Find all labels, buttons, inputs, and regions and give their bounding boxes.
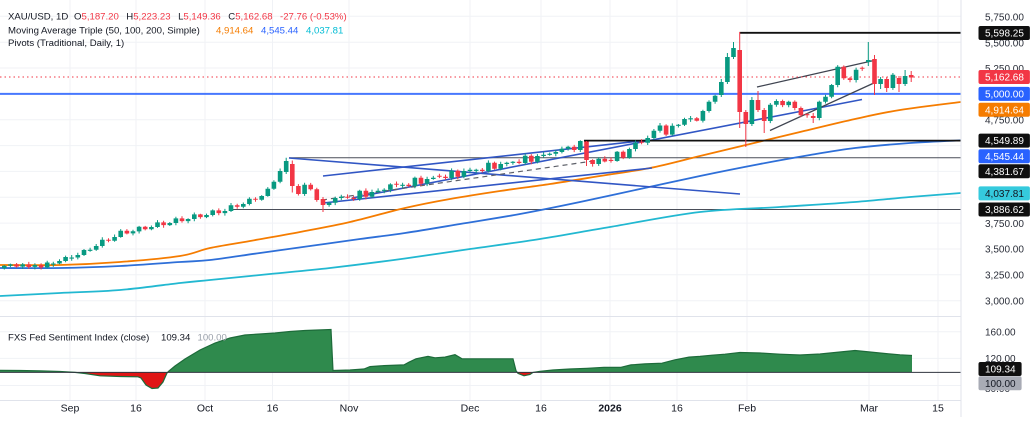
- svg-text:Sep: Sep: [61, 403, 80, 415]
- svg-text:Oct: Oct: [197, 403, 213, 415]
- svg-text:5,000.00: 5,000.00: [985, 90, 1024, 101]
- svg-text:Moving Average Triple (50, 100: Moving Average Triple (50, 100, 200, Sim…: [8, 26, 200, 37]
- svg-text:4,545.44: 4,545.44: [261, 26, 299, 37]
- svg-text:FXS Fed Sentiment Index (close: FXS Fed Sentiment Index (close): [8, 333, 149, 344]
- svg-text:4,381.67: 4,381.67: [985, 167, 1024, 178]
- svg-text:100.00: 100.00: [985, 379, 1016, 390]
- svg-text:4,914.64: 4,914.64: [985, 105, 1024, 116]
- svg-text:109.34: 109.34: [985, 365, 1016, 376]
- svg-text:4,037.81: 4,037.81: [306, 26, 343, 37]
- svg-text:4,037.81: 4,037.81: [985, 189, 1024, 200]
- svg-text:Pivots (Traditional, Daily, 1): Pivots (Traditional, Daily, 1): [8, 38, 124, 49]
- svg-text:4,545.44: 4,545.44: [985, 152, 1024, 163]
- svg-text:5,162.68: 5,162.68: [235, 12, 272, 23]
- svg-text:5,500.00: 5,500.00: [985, 38, 1024, 49]
- svg-text:XAU/USD, 1D: XAU/USD, 1D: [8, 12, 68, 23]
- svg-text:5,598.25: 5,598.25: [985, 29, 1024, 40]
- svg-text:-27.76 (-0.53%): -27.76 (-0.53%): [280, 12, 347, 23]
- svg-text:Dec: Dec: [461, 403, 480, 415]
- svg-text:2026: 2026: [598, 403, 622, 415]
- svg-text:3,500.00: 3,500.00: [985, 245, 1024, 256]
- svg-text:3,000.00: 3,000.00: [985, 296, 1024, 307]
- svg-text:Nov: Nov: [340, 403, 359, 415]
- svg-text:3,886.62: 3,886.62: [985, 205, 1024, 216]
- svg-text:3,250.00: 3,250.00: [985, 271, 1024, 282]
- svg-text:5,750.00: 5,750.00: [985, 13, 1024, 24]
- svg-text:5,162.68: 5,162.68: [985, 73, 1024, 84]
- svg-text:5,187.20: 5,187.20: [82, 12, 119, 23]
- svg-text:160.00: 160.00: [985, 327, 1016, 338]
- svg-text:109.34: 109.34: [161, 333, 191, 344]
- svg-text:100.00: 100.00: [198, 333, 227, 344]
- svg-text:16: 16: [130, 403, 142, 415]
- svg-text:4,750.00: 4,750.00: [985, 116, 1024, 127]
- svg-text:15: 15: [932, 403, 944, 415]
- svg-text:16: 16: [671, 403, 683, 415]
- svg-text:5,223.23: 5,223.23: [133, 12, 170, 23]
- svg-text:16: 16: [267, 403, 279, 415]
- svg-text:Mar: Mar: [860, 403, 879, 415]
- svg-text:5,149.36: 5,149.36: [183, 12, 220, 23]
- svg-text:4,549.89: 4,549.89: [985, 136, 1024, 147]
- svg-text:Feb: Feb: [738, 403, 756, 415]
- svg-text:3,750.00: 3,750.00: [985, 219, 1024, 230]
- svg-text:O: O: [74, 12, 81, 23]
- svg-text:4,914.64: 4,914.64: [216, 26, 254, 37]
- svg-text:16: 16: [535, 403, 547, 415]
